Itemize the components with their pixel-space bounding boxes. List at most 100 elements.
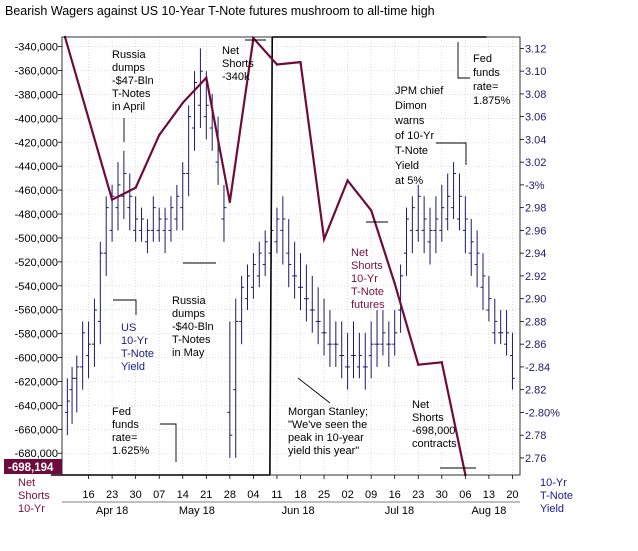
left-tick-label: -580,000 xyxy=(15,329,58,341)
jpm-dimon-note-line: T-Note xyxy=(395,145,428,157)
yield-bar xyxy=(292,241,298,299)
yield-bar xyxy=(64,378,70,436)
net-shorts-series-label-line: Shorts xyxy=(351,260,383,272)
net-shorts-698k-note-line: -698,000 xyxy=(412,425,455,437)
yield-bar xyxy=(186,105,192,197)
left-axis-label-line-3: 10-Yr xyxy=(18,503,45,515)
right-tick-label: 3.04 xyxy=(525,134,546,146)
yield-bar xyxy=(415,184,421,242)
x-tick-label: 09 xyxy=(365,489,377,501)
x-month-label: Jun 18 xyxy=(282,505,315,517)
x-month-label: Aug 18 xyxy=(471,505,506,517)
yield-bar xyxy=(86,321,92,379)
yield-bar xyxy=(197,48,203,129)
yield-bar xyxy=(468,219,474,276)
left-axis: -340,000 -360,000 -380,000 -400,000 -420,000… xyxy=(15,42,62,460)
yield-bar xyxy=(168,196,174,242)
russia-april-note-line: -$47-Bln xyxy=(112,75,154,87)
yield-bar xyxy=(262,230,268,276)
yield-series-label-line: 10-Yr xyxy=(121,335,148,347)
net-shorts-698k-note-line: contracts xyxy=(412,438,457,450)
x-tick-label: 04 xyxy=(247,489,259,501)
left-tick-label: -620,000 xyxy=(15,376,58,388)
yield-bar xyxy=(456,173,462,231)
left-tick-label: -660,000 xyxy=(15,424,58,436)
yield-bar xyxy=(374,310,380,367)
net-shorts-point xyxy=(158,133,161,137)
net-shorts-point xyxy=(369,209,373,212)
net-shorts-340k-note-line: -340k xyxy=(222,71,250,83)
yield-bar xyxy=(233,298,239,458)
yield-bar xyxy=(156,207,162,242)
x-tick-label: 02 xyxy=(341,489,353,501)
yield-bar xyxy=(286,219,292,288)
jpm-dimon-note-line: Dimon xyxy=(395,100,427,112)
yield-bar xyxy=(462,196,468,254)
fed-funds-1625-note-leader xyxy=(160,423,177,462)
x-tick-label: 23 xyxy=(412,489,424,501)
left-tick-label: -680,000 xyxy=(15,448,58,460)
x-tick-label: 25 xyxy=(318,489,330,501)
x-tick-label: 18 xyxy=(294,489,306,501)
yield-bar xyxy=(162,207,168,254)
yield-bar xyxy=(250,253,256,299)
yield-bar xyxy=(380,310,386,356)
yield-bar xyxy=(498,310,504,345)
yield-bar xyxy=(439,184,445,242)
fed-funds-1875-note-line: Fed xyxy=(473,53,492,65)
x-month-label: Apr 18 xyxy=(96,505,128,517)
yield-bar xyxy=(150,196,156,242)
right-axis-label-line-3: Yield xyxy=(540,503,564,515)
jpm-dimon-note-line: at 5% xyxy=(395,175,423,187)
yield-series-label-line: US xyxy=(121,322,136,334)
net-shorts-698k-note-line: Net xyxy=(412,399,429,411)
yield-bar xyxy=(350,321,356,379)
x-tick-label: 20 xyxy=(506,489,518,501)
yield-bar xyxy=(339,321,345,379)
grid xyxy=(62,37,520,475)
last-value-badge xyxy=(4,459,62,474)
right-tick-label: -2.84 xyxy=(525,362,550,374)
x-tick-label: 23 xyxy=(106,489,118,501)
x-tick-label: 06 xyxy=(459,489,471,501)
yield-bar xyxy=(103,196,109,276)
yield-bar xyxy=(333,321,339,367)
right-tick-label: 3.08 xyxy=(525,89,546,101)
russia-april-note-line: T-Notes xyxy=(112,88,151,100)
morgan-stanley-note-leader xyxy=(297,377,331,404)
yield-bar xyxy=(427,207,433,265)
yield-bar xyxy=(433,196,439,254)
x-tick-label: 11 xyxy=(271,489,282,501)
yield-bar xyxy=(80,321,86,390)
yield-bar xyxy=(504,310,510,356)
yield-bar xyxy=(309,275,315,333)
yield-bar xyxy=(492,298,498,345)
jpm-dimon-note: JPM chief Dimon warns of 10-Yr T-Note Yield at… xyxy=(394,85,467,187)
yield-bar xyxy=(192,71,198,151)
left-tick-label: -340,000 xyxy=(15,42,58,54)
x-tick-label: 14 xyxy=(177,489,189,501)
left-tick-label: -560,000 xyxy=(15,305,58,317)
fed-funds-1625-note-line: Fed xyxy=(112,406,131,418)
yield-bar xyxy=(368,321,374,379)
last-value-label: -698,194 xyxy=(8,462,54,474)
yield-bar xyxy=(274,207,280,254)
net-shorts-point xyxy=(110,198,114,201)
right-axis-label-line-2: T-Note xyxy=(540,490,573,502)
right-axis-label-line-1: 10-Yr xyxy=(540,477,567,489)
morgan-stanley-note-line: yield this year" xyxy=(288,445,359,457)
left-tick-label: -600,000 xyxy=(15,353,58,365)
net-shorts-point xyxy=(322,237,326,241)
left-tick-label: -440,000 xyxy=(15,161,58,173)
right-tick-label: 3.02 xyxy=(525,157,546,169)
yield-series-label-leader xyxy=(113,299,137,315)
x-tick-label: 21 xyxy=(200,489,212,501)
left-tick-label: -460,000 xyxy=(15,185,58,197)
net-shorts-698k-note-line: Shorts xyxy=(412,412,444,424)
